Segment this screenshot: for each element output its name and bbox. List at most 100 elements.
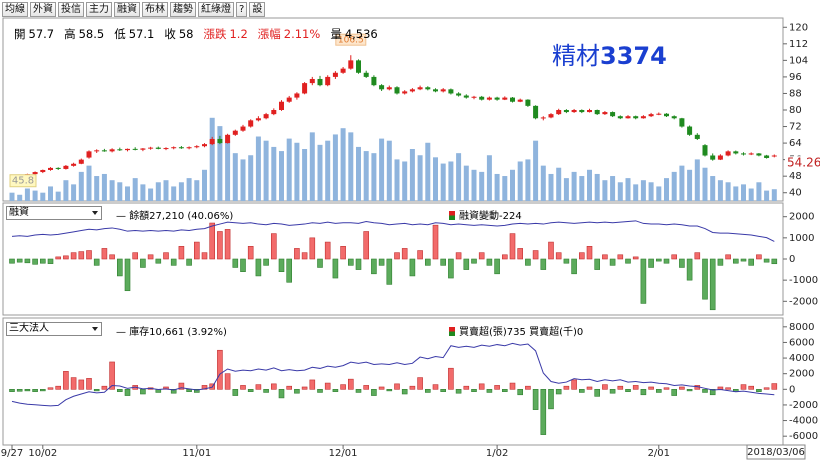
candle-body — [756, 153, 762, 156]
change-bar — [571, 379, 577, 390]
volume-bar — [194, 180, 200, 201]
y-tick-label: -2000 — [789, 400, 818, 411]
volume-bar — [71, 184, 77, 201]
y-tick-label: 0 — [789, 254, 795, 265]
volume-bar — [571, 171, 577, 201]
volume-bar — [302, 149, 308, 201]
change-bar — [401, 389, 408, 395]
change-bar — [140, 258, 146, 268]
indicator-select[interactable]: 三大法人 — [6, 322, 102, 336]
toolbar-button[interactable]: 均線 — [2, 2, 28, 17]
volume-bar — [525, 159, 531, 201]
candle-body — [502, 97, 508, 100]
change-bar — [209, 222, 215, 260]
volume-bar — [548, 173, 554, 201]
toolbar-button[interactable]: 布林 — [142, 2, 168, 17]
low-label: 45.8 — [12, 176, 34, 187]
volume-bar — [178, 182, 184, 201]
change-bar — [409, 385, 416, 390]
toolbar-button[interactable]: ? — [236, 2, 248, 17]
candle-body — [617, 116, 623, 119]
change-bar — [525, 258, 531, 266]
volume-bar — [440, 163, 446, 201]
y-tick-label: 120 — [789, 22, 808, 33]
change-bar — [363, 231, 370, 260]
candle-body — [78, 159, 84, 164]
change-bar — [617, 385, 624, 390]
change-bar — [417, 250, 423, 260]
change-bar — [340, 384, 346, 390]
toolbar-button[interactable]: 融資 — [114, 2, 140, 17]
change-bar — [78, 251, 85, 260]
toolbar-button[interactable]: 主力 — [86, 2, 112, 17]
candle-body — [325, 76, 331, 86]
candle-body — [640, 116, 646, 119]
end-date: 2018/03/06 — [747, 447, 805, 458]
change-bar — [679, 386, 685, 390]
change-bar — [32, 389, 38, 392]
candle-body — [556, 110, 562, 115]
candle-body — [271, 110, 277, 115]
change-bar — [294, 389, 300, 394]
change-bar — [740, 384, 747, 390]
change-bar — [347, 258, 354, 266]
change-bar — [340, 246, 346, 260]
candle-body — [71, 163, 77, 166]
volume-bar — [587, 169, 592, 201]
volume-bar — [402, 161, 408, 201]
toolbar-button[interactable]: 外資 — [30, 2, 56, 17]
volume-bar — [24, 188, 30, 201]
change-bar — [16, 389, 23, 392]
volume-bar — [309, 132, 315, 201]
change-bar — [602, 384, 608, 390]
candle-body — [741, 153, 746, 155]
volume-bar — [479, 171, 485, 201]
candle-body — [733, 151, 739, 154]
change-bar — [24, 389, 31, 392]
toolbar-button[interactable]: 投信 — [58, 2, 84, 17]
change-bar — [286, 258, 293, 283]
change-bar — [625, 389, 631, 392]
volume-bar — [717, 180, 723, 201]
quote-value: 2.11% — [283, 27, 321, 41]
volume-bar — [533, 140, 539, 201]
stock-code: 3374 — [600, 42, 667, 70]
change-bar — [540, 389, 547, 435]
candle-body — [363, 72, 369, 77]
change-bar — [471, 389, 477, 392]
volume-bar — [502, 176, 508, 201]
change-bar — [101, 248, 108, 260]
volume-bar — [656, 186, 662, 201]
candle-body — [702, 145, 708, 156]
change-bar — [378, 386, 385, 390]
change-bar — [124, 389, 131, 396]
change-bar — [671, 254, 678, 260]
inst-legend: 三大法人 — 庫存10,661 (3.92%) 買賣超(張)735 買賣超(千)… — [6, 322, 786, 338]
change-bar — [371, 389, 377, 396]
change-bar — [9, 258, 15, 264]
candle-body — [517, 99, 523, 102]
change-bar — [132, 252, 138, 260]
change-bar — [617, 254, 624, 260]
change-bar — [63, 255, 69, 260]
candle-body — [240, 126, 246, 131]
toolbar-button[interactable]: 設 — [249, 2, 266, 17]
legend-line: — 餘額27,210 (40.06%) — [116, 211, 234, 222]
change-bar — [632, 256, 639, 260]
volume-bar — [510, 169, 515, 201]
change-bar — [602, 254, 608, 260]
y-tick-label: 64 — [789, 138, 802, 149]
indicator-select[interactable]: 融資 — [6, 206, 102, 220]
volume-bar — [209, 117, 215, 201]
change-bar — [609, 258, 616, 266]
candle-body — [510, 97, 515, 102]
change-bar — [140, 389, 146, 395]
change-bar — [478, 252, 485, 260]
margin-legend: 融資 — 餘額27,210 (40.06%) 融資變動-224 — [6, 206, 786, 222]
change-bar — [217, 349, 223, 390]
toolbar-button[interactable]: 趨勢 — [170, 2, 196, 17]
legend-bar-text: 融資變動-224 — [459, 211, 522, 222]
change-bar — [563, 385, 570, 390]
change-bar — [540, 258, 547, 270]
toolbar-button[interactable]: 紅綠燈 — [198, 2, 234, 17]
